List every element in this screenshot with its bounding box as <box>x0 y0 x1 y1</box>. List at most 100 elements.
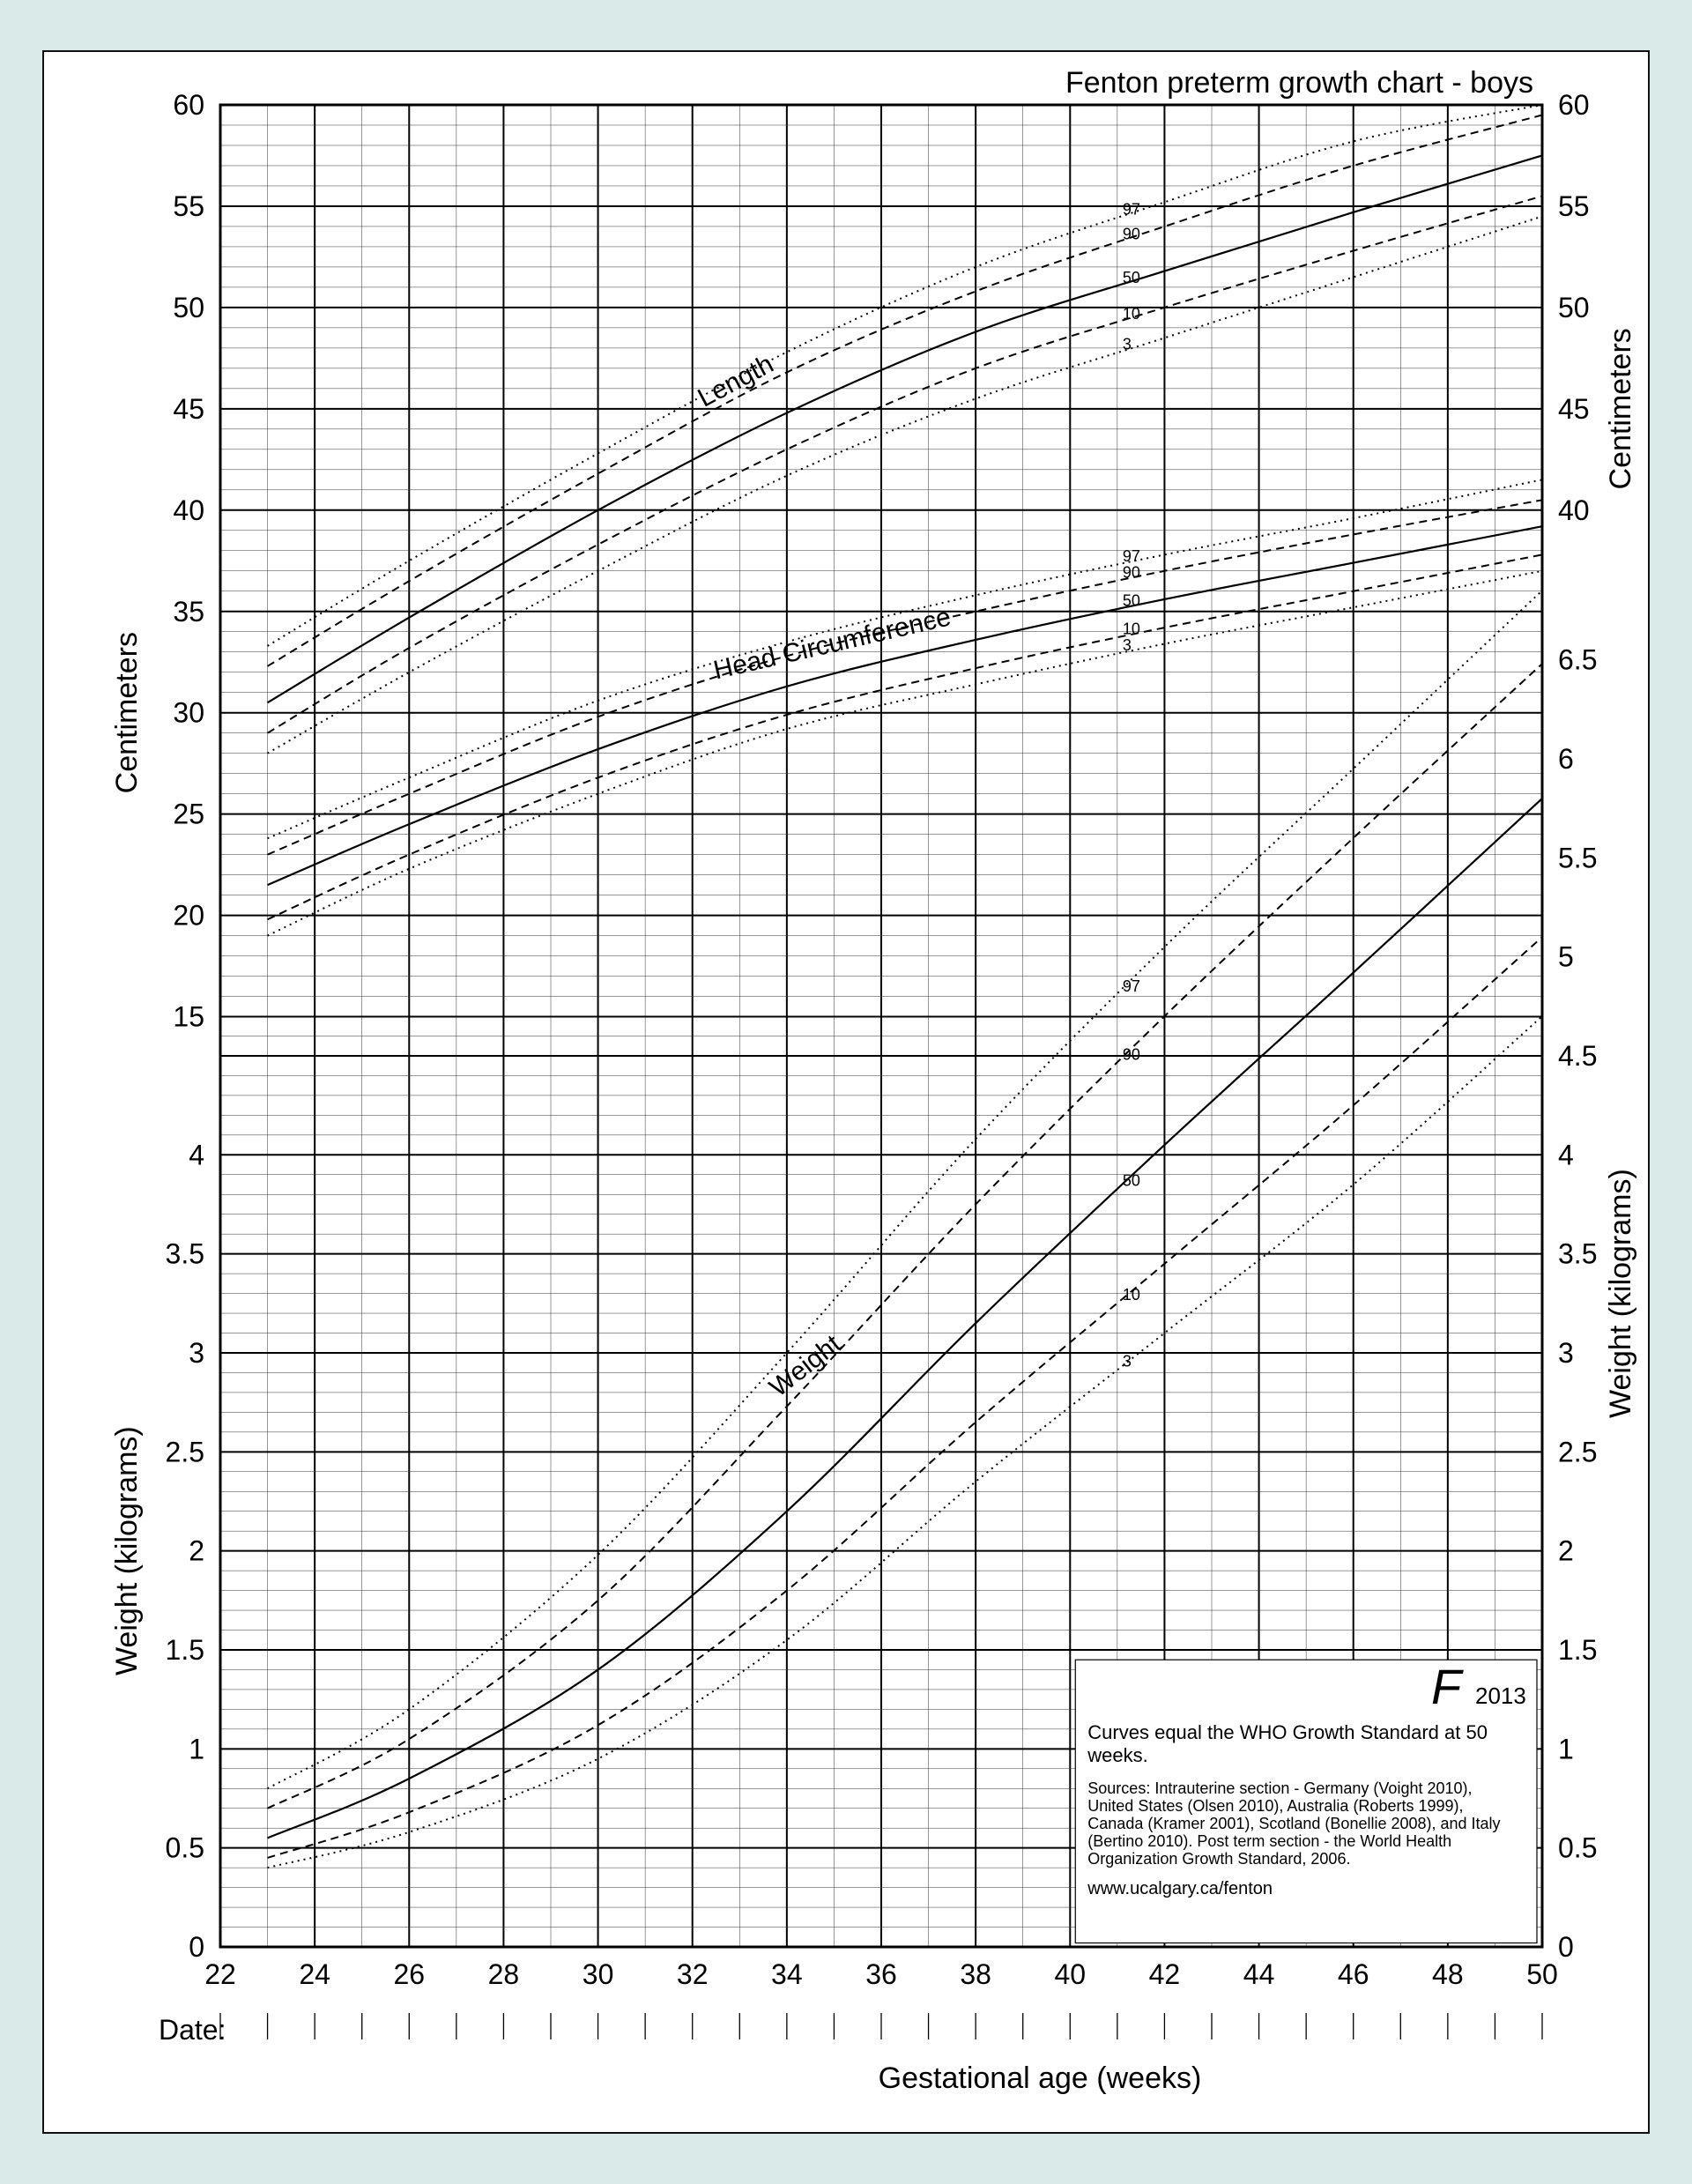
percentile-label: 90 <box>1123 1045 1140 1063</box>
week-tick: 26 <box>393 1958 425 1990</box>
kg-tick-left: 2 <box>189 1535 204 1567</box>
cm-tick: 55 <box>173 190 204 222</box>
week-tick: 38 <box>960 1958 991 1990</box>
kg-tick-left: 0 <box>189 1931 204 1963</box>
kg-tick-left: 1.5 <box>166 1634 204 1666</box>
week-tick: 28 <box>488 1958 520 1990</box>
logo-f: F <box>1431 1659 1464 1714</box>
cm-tick-right: 50 <box>1558 292 1590 323</box>
percentile-label: 97 <box>1123 977 1140 995</box>
weight-family-label: Weight <box>764 1329 847 1403</box>
cm-tick: 30 <box>173 697 204 729</box>
week-tick: 36 <box>865 1958 897 1990</box>
kg-tick-right: 0 <box>1558 1931 1574 1963</box>
week-tick: 34 <box>771 1958 803 1990</box>
week-tick: 30 <box>583 1958 614 1990</box>
cm-tick: 15 <box>173 1001 204 1033</box>
kg-tick-right: 3 <box>1558 1337 1574 1369</box>
info-sources: (Bertino 2010). Post term section - the … <box>1087 1832 1451 1850</box>
kg-tick-right: 4.5 <box>1558 1040 1597 1072</box>
x-axis-label: Gestational age (weeks) <box>879 2061 1202 2095</box>
info-line1: Curves equal the WHO Growth Standard at … <box>1087 1721 1488 1743</box>
date-label: Date: <box>159 2014 226 2046</box>
percentile-label: 3 <box>1123 636 1132 654</box>
cm-axis-label-right: Centimeters <box>1604 328 1637 489</box>
kg-tick-right: 2 <box>1558 1535 1574 1567</box>
cm-tick-right: 40 <box>1558 494 1590 526</box>
length-curve-p90 <box>268 115 1542 665</box>
cm-tick: 40 <box>173 494 204 526</box>
week-tick: 42 <box>1149 1958 1181 1990</box>
weight-curve-p90 <box>268 664 1542 1809</box>
kg-tick-left: 2.5 <box>166 1436 204 1467</box>
info-sources: Sources: Intrauterine section - Germany … <box>1087 1779 1472 1797</box>
kg-tick-right: 4 <box>1558 1139 1574 1170</box>
percentile-label: 50 <box>1123 591 1140 609</box>
cm-tick: 20 <box>173 900 204 932</box>
info-url: www.ucalgary.ca/fenton <box>1087 1879 1273 1898</box>
cm-axis-label-left: Centimeters <box>110 632 144 793</box>
kg-tick-left: 3 <box>189 1337 204 1369</box>
kg-tick-mid: 6 <box>1558 743 1574 775</box>
kg-axis-label-left: Weight (kilograms) <box>110 1426 144 1675</box>
growth-chart-svg: 1520253035404550556000.511.522.533.54404… <box>44 52 1648 2132</box>
weight-curve-p97 <box>268 591 1542 1788</box>
page-background: 1520253035404550556000.511.522.533.54404… <box>0 0 1692 2184</box>
logo-year: 2013 <box>1475 1683 1526 1709</box>
head-curve-p90 <box>268 500 1542 854</box>
kg-tick-left: 1 <box>189 1733 204 1764</box>
percentile-label: 10 <box>1123 620 1140 638</box>
percentile-label: 90 <box>1123 225 1140 242</box>
chart-sheet: 1520253035404550556000.511.522.533.54404… <box>42 50 1650 2134</box>
cm-tick-right: 60 <box>1558 89 1590 121</box>
cm-tick: 35 <box>173 596 204 628</box>
kg-tick-right: 2.5 <box>1558 1436 1597 1467</box>
length-curve-p3 <box>268 216 1542 753</box>
length-family-label: Length <box>694 349 779 412</box>
cm-tick: 50 <box>173 292 204 323</box>
info-sources: United States (Olsen 2010), Australia (R… <box>1087 1797 1463 1815</box>
head-curve-p50 <box>268 526 1542 885</box>
kg-tick-left: 3.5 <box>166 1238 204 1270</box>
kg-tick-mid: 6.5 <box>1558 644 1597 676</box>
week-tick: 50 <box>1526 1958 1558 1990</box>
kg-tick-left: 4 <box>189 1139 204 1170</box>
kg-tick-mid: 5 <box>1558 941 1574 973</box>
info-line1: weeks. <box>1087 1744 1147 1766</box>
week-tick: 22 <box>204 1958 236 1990</box>
week-tick: 24 <box>299 1958 330 1990</box>
week-tick: 40 <box>1054 1958 1086 1990</box>
percentile-label: 97 <box>1123 547 1140 565</box>
length-curve-p10 <box>268 196 1542 732</box>
week-tick: 46 <box>1338 1958 1369 1990</box>
week-tick: 32 <box>677 1958 709 1990</box>
kg-tick-right: 0.5 <box>1558 1832 1597 1864</box>
kg-tick-left: 0.5 <box>166 1832 204 1864</box>
cm-tick-right: 55 <box>1558 190 1590 222</box>
percentile-label: 50 <box>1123 269 1140 286</box>
week-tick: 44 <box>1243 1958 1275 1990</box>
week-tick: 48 <box>1432 1958 1464 1990</box>
percentile-label: 90 <box>1123 563 1140 581</box>
cm-tick: 25 <box>173 799 204 830</box>
info-sources: Canada (Kramer 2001), Scotland (Bonellie… <box>1087 1815 1500 1832</box>
percentile-label: 97 <box>1123 201 1140 219</box>
head-family-label: Head Circumference <box>711 602 954 685</box>
percentile-label: 50 <box>1123 1172 1140 1190</box>
head-curve-p97 <box>268 479 1542 838</box>
cm-tick: 45 <box>173 393 204 425</box>
percentile-label: 3 <box>1123 1353 1132 1371</box>
percentile-label: 10 <box>1123 305 1140 323</box>
cm-tick: 60 <box>173 89 204 121</box>
info-sources: Organization Growth Standard, 2006. <box>1087 1850 1350 1868</box>
kg-tick-right: 1 <box>1558 1733 1574 1764</box>
kg-tick-right: 3.5 <box>1558 1238 1597 1270</box>
kg-tick-mid: 5.5 <box>1558 842 1597 873</box>
cm-tick-right: 45 <box>1558 393 1590 425</box>
head-curve-p10 <box>268 554 1542 919</box>
percentile-label: 10 <box>1123 1286 1140 1304</box>
percentile-label: 3 <box>1123 336 1132 353</box>
kg-axis-label-right: Weight (kilograms) <box>1604 1169 1637 1418</box>
kg-tick-right: 1.5 <box>1558 1634 1597 1666</box>
chart-title: Fenton preterm growth chart - boys <box>1065 66 1533 100</box>
